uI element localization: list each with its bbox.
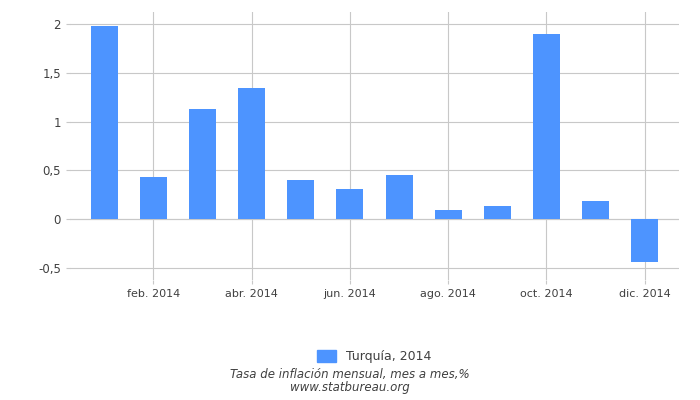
- Bar: [337, 189, 363, 219]
- Bar: [140, 177, 167, 219]
- Bar: [582, 201, 609, 219]
- Bar: [386, 175, 412, 219]
- Bar: [189, 109, 216, 219]
- Bar: [287, 180, 314, 219]
- Bar: [484, 206, 511, 219]
- Text: Tasa de inflación mensual, mes a mes,%: Tasa de inflación mensual, mes a mes,%: [230, 368, 470, 381]
- Bar: [631, 219, 658, 262]
- Bar: [91, 26, 118, 219]
- Legend: Turquía, 2014: Turquía, 2014: [312, 345, 437, 368]
- Bar: [238, 88, 265, 219]
- Bar: [533, 34, 560, 219]
- Text: www.statbureau.org: www.statbureau.org: [290, 381, 410, 394]
- Bar: [435, 210, 462, 219]
